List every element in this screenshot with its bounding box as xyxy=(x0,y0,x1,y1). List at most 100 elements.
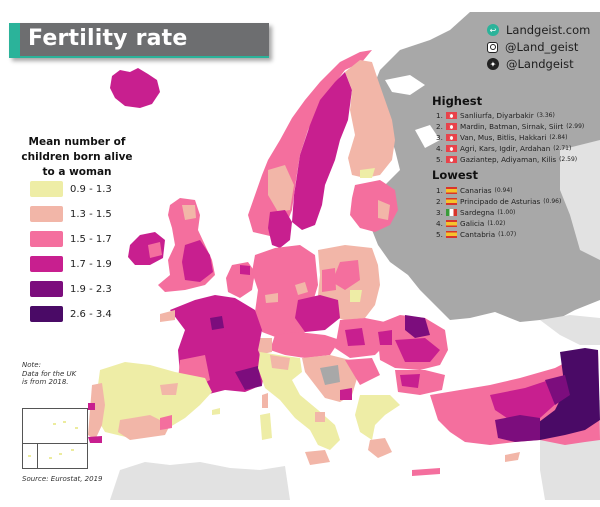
legend-swatch xyxy=(30,206,63,222)
region-austria xyxy=(270,332,340,358)
title-accent xyxy=(9,23,20,58)
social-twitter[interactable]: ✦ @Landgeist xyxy=(487,57,574,71)
rank-number: 4. xyxy=(436,144,443,153)
rank-number: 5. xyxy=(436,230,443,239)
legend-label: 1.7 - 1.9 xyxy=(70,258,112,270)
turkey-flag-icon xyxy=(446,123,457,130)
rank-number: 4. xyxy=(436,219,443,228)
island-shape xyxy=(71,449,74,451)
canary-islands-inset xyxy=(22,408,88,469)
social-website-label: Landgeist.com xyxy=(506,23,591,37)
region-value: (1.02) xyxy=(487,220,506,227)
rank-number: 1. xyxy=(436,111,443,120)
island-shape xyxy=(28,455,31,457)
twitter-icon: ✦ xyxy=(487,58,499,70)
region-value: (2.59) xyxy=(559,156,578,163)
region-name: Galicia xyxy=(460,219,485,228)
lowest-item: 3. Sardegna (1.00) xyxy=(436,208,515,217)
legend-item: 0.9 - 1.3 xyxy=(30,181,112,197)
highest-item: 2. Mardin, Batman, Sirnak, Siirt (2.99) xyxy=(436,122,584,131)
rank-number: 1. xyxy=(436,186,443,195)
legend-item: 1.7 - 1.9 xyxy=(30,256,112,272)
turkey-flag-icon xyxy=(446,156,457,163)
uk-data-note: Note: Data for the UK is from 2018. xyxy=(22,361,76,387)
legend-title-line: children born alive xyxy=(21,151,133,163)
legend-title-line: Mean number of xyxy=(28,136,126,148)
region-sardinia xyxy=(260,413,272,440)
region-name: Principado de Asturias xyxy=(460,197,541,206)
region-czechia xyxy=(295,295,340,332)
region-name: Sardegna xyxy=(460,208,495,217)
rank-number: 2. xyxy=(436,122,443,131)
social-instagram-label: @Land_geist xyxy=(505,40,579,54)
title-underline xyxy=(20,56,269,58)
region-name: Canarias xyxy=(460,186,492,195)
region-iceland xyxy=(110,68,160,108)
turkey-flag-icon xyxy=(446,134,457,141)
legend-item: 1.3 - 1.5 xyxy=(30,206,112,222)
region-value: (2.99) xyxy=(566,123,585,130)
legend-swatch xyxy=(30,231,63,247)
rank-number: 3. xyxy=(436,208,443,217)
island-shape xyxy=(49,457,52,459)
spain-flag-icon xyxy=(446,220,457,227)
rank-number: 3. xyxy=(436,133,443,142)
legend-swatch xyxy=(30,256,63,272)
legend-swatch xyxy=(30,181,63,197)
island-shape xyxy=(63,421,66,423)
lowest-item: 2. Principado de Asturias (0.96) xyxy=(436,197,561,206)
region-name: Mardin, Batman, Sirnak, Siirt xyxy=(460,122,564,131)
island-shape xyxy=(59,453,62,455)
region-value: (3.36) xyxy=(536,112,555,119)
note-line: Note: xyxy=(22,361,41,369)
region-sweden xyxy=(292,72,352,230)
spain-flag-icon xyxy=(446,198,457,205)
region-name: Sanliurfa, Diyarbakir xyxy=(460,111,534,120)
rank-number: 5. xyxy=(436,155,443,164)
note-line: is from 2018. xyxy=(22,378,69,386)
region-value: (2.71) xyxy=(553,145,572,152)
legend-label: 1.3 - 1.5 xyxy=(70,208,112,220)
region-portugal xyxy=(88,383,105,440)
region-name: Gaziantep, Adiyaman, Kilis xyxy=(460,155,557,164)
lowest-heading: Lowest xyxy=(432,168,478,182)
region-north-africa xyxy=(110,462,290,500)
social-twitter-label: @Landgeist xyxy=(506,57,574,71)
legend-title: Mean number of children born alive to a … xyxy=(12,135,142,180)
lowest-item: 4. Galicia (1.02) xyxy=(436,219,505,228)
highest-item: 3. Van, Mus, Bitlis, Hakkari (2.84) xyxy=(436,133,567,142)
inset-divider xyxy=(23,443,87,444)
region-russia-ukraine xyxy=(370,12,600,322)
region-ireland xyxy=(128,232,165,265)
social-website[interactable]: ↩ Landgeist.com xyxy=(487,23,590,37)
legend-swatch xyxy=(30,281,63,297)
rank-number: 2. xyxy=(436,197,443,206)
highest-item: 5. Gaziantep, Adiyaman, Kilis (2.59) xyxy=(436,155,577,164)
region-name: Van, Mus, Bitlis, Hakkari xyxy=(460,133,547,142)
globe-arrow-icon: ↩ xyxy=(487,24,499,36)
region-name: Agri, Kars, Igdir, Ardahan xyxy=(460,144,551,153)
inset-divider xyxy=(37,443,38,468)
region-value: (1.07) xyxy=(498,231,517,238)
lowest-item: 5. Cantabria (1.07) xyxy=(436,230,516,239)
social-instagram[interactable]: @Land_geist xyxy=(487,40,578,54)
island-shape xyxy=(75,427,78,429)
page-title: Fertility rate xyxy=(28,26,188,51)
turkey-flag-icon xyxy=(446,112,457,119)
legend-title-line: to a woman xyxy=(42,166,112,178)
legend-label: 1.5 - 1.7 xyxy=(70,233,112,245)
legend-label: 0.9 - 1.3 xyxy=(70,183,112,195)
region-value: (0.96) xyxy=(543,198,562,205)
highest-heading: Highest xyxy=(432,94,483,108)
legend-label: 2.6 - 3.4 xyxy=(70,308,112,320)
source-credit: Source: Eurostat, 2019 xyxy=(22,475,103,483)
legend-item: 2.6 - 3.4 xyxy=(30,306,112,322)
spain-flag-icon xyxy=(446,187,457,194)
title-bar: Fertility rate xyxy=(9,23,269,58)
region-greece xyxy=(355,395,400,440)
instagram-icon xyxy=(487,41,498,53)
region-italy xyxy=(258,352,340,450)
legend-label: 1.9 - 2.3 xyxy=(70,283,112,295)
legend-item: 1.5 - 1.7 xyxy=(30,231,112,247)
